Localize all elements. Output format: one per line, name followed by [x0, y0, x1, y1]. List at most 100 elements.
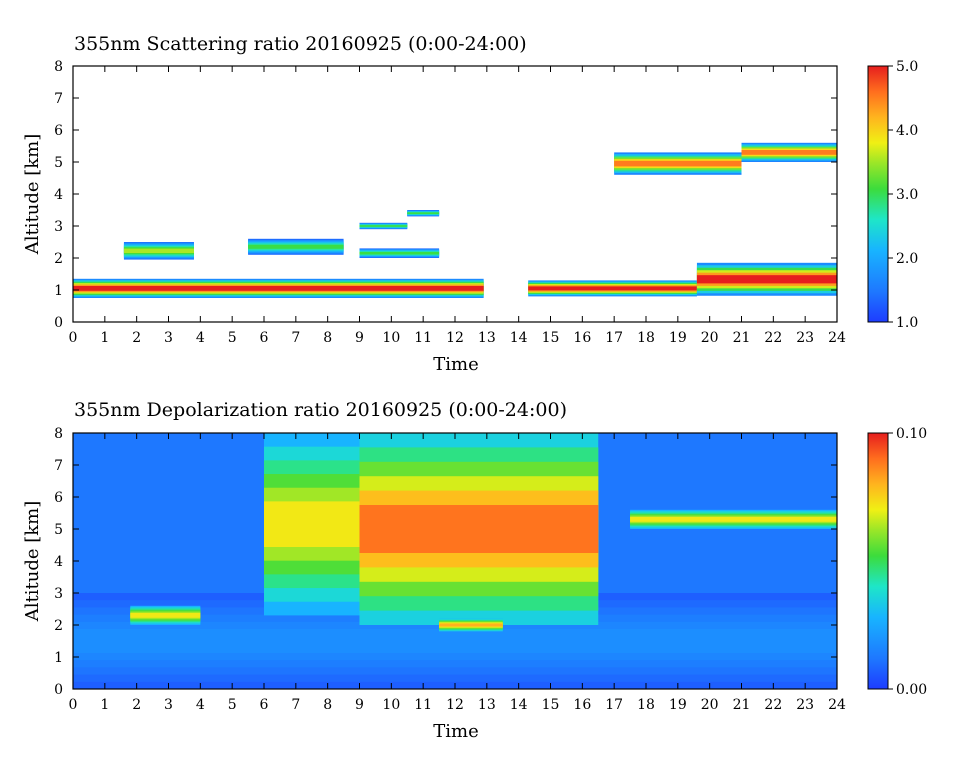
y-tick-label: 8: [54, 59, 63, 75]
y-tick-label: 5: [54, 155, 63, 171]
x-tick-label: 17: [605, 330, 623, 346]
x-tick-label: 17: [605, 697, 623, 713]
x-tick-label: 19: [669, 330, 687, 346]
colorbar-tick-label: 5.0: [896, 59, 918, 75]
x-tick-label: 9: [355, 697, 364, 713]
x-tick-label: 14: [510, 330, 528, 346]
heatmap-field: [73, 142, 837, 298]
x-tick-label: 3: [164, 330, 173, 346]
x-tick-label: 14: [510, 697, 528, 713]
x-tick-label: 1: [100, 697, 109, 713]
heatmap-band: [741, 150, 837, 155]
heatmap-band: [73, 629, 837, 653]
y-tick-label: 5: [54, 522, 63, 538]
y-axis-label: Altitude [km]: [22, 134, 43, 256]
colorbar-ticks: 0.00 0.10: [888, 426, 927, 698]
x-tick-label: 16: [573, 330, 591, 346]
x-tick-label: 6: [260, 697, 269, 713]
colorbar-tick-label: 0.00: [896, 682, 927, 698]
y-tick-label: 6: [54, 490, 63, 506]
colorbar-tick-label: 4.0: [896, 123, 918, 139]
x-axis-label: Time: [433, 354, 478, 375]
x-tick-label: 22: [764, 330, 782, 346]
colorbar-tick-label: 1.0: [896, 315, 918, 331]
x-tick-label: 19: [669, 697, 687, 713]
y-tick-label: 7: [54, 458, 63, 474]
colorbar-ticks: 1.0 2.0 3.0 4.0 5.0: [888, 59, 918, 331]
y-tick-label: 0: [54, 682, 63, 698]
heatmap-band: [614, 160, 742, 167]
y-axis-label: Altitude [km]: [22, 501, 43, 623]
heatmap-band: [130, 613, 201, 618]
heatmap-band: [528, 286, 697, 291]
x-tick-label: 4: [196, 330, 205, 346]
heatmap-band: [439, 623, 503, 627]
y-tick-label: 1: [54, 283, 63, 299]
x-tick-label: 10: [382, 330, 400, 346]
x-tick-label: 11: [414, 330, 432, 346]
x-tick-label: 18: [637, 697, 655, 713]
colorbar-tick-label: 0.10: [896, 426, 927, 442]
heatmap-band: [248, 244, 344, 249]
heatmap-band: [264, 501, 360, 547]
y-tick-label: 6: [54, 123, 63, 139]
axes: 0 1 2 3 4 5 6 7 8 9 10 11 12 13 14 15 16 17 18 19 20 21 22 23 24…: [54, 426, 846, 713]
x-tick-label: 13: [478, 697, 496, 713]
x-tick-label: 4: [196, 697, 205, 713]
y-tick-label: 3: [54, 219, 63, 235]
x-tick-label: 5: [228, 330, 237, 346]
colorbar-tick-label: 3.0: [896, 187, 918, 203]
x-tick-label: 1: [100, 330, 109, 346]
y-tick-label: 4: [54, 554, 63, 570]
heatmap-band: [359, 505, 599, 553]
heatmap-band: [696, 275, 837, 284]
x-tick-label: 23: [796, 697, 814, 713]
y-tick-label: 0: [54, 315, 63, 331]
depolarization-ratio-panel: 355nm Depolarization ratio 20160925 (0:0…: [22, 399, 927, 742]
x-tick-label: 15: [542, 330, 560, 346]
x-tick-label: 7: [291, 330, 300, 346]
x-tick-label: 15: [542, 697, 560, 713]
x-tick-label: 20: [701, 697, 719, 713]
x-tick-label: 10: [382, 697, 400, 713]
x-tick-label: 24: [828, 330, 846, 346]
x-tick-label: 12: [446, 697, 464, 713]
colorbar-tick-label: 2.0: [896, 251, 918, 267]
x-tick-label: 18: [637, 330, 655, 346]
y-tick-label: 4: [54, 187, 63, 203]
colorbar: [867, 65, 889, 323]
y-tick-label: 2: [54, 251, 63, 267]
x-tick-label: 3: [164, 697, 173, 713]
x-tick-label: 2: [132, 697, 141, 713]
x-tick-label: 6: [260, 330, 269, 346]
x-axis-label: Time: [433, 721, 478, 742]
x-tick-label: 22: [764, 697, 782, 713]
x-tick-label: 13: [478, 330, 496, 346]
heatmap-band: [73, 286, 484, 291]
chart-title: 355nm Depolarization ratio 20160925 (0:0…: [74, 399, 567, 421]
x-tick-label: 21: [733, 697, 751, 713]
x-tick-label: 11: [414, 697, 432, 713]
heatmap-band: [359, 252, 440, 255]
heatmap-band: [359, 225, 408, 227]
y-tick-label: 8: [54, 426, 63, 442]
x-tick-label: 0: [69, 330, 78, 346]
y-tick-label: 1: [54, 650, 63, 666]
scattering-ratio-panel: 355nm Scattering ratio 20160925 (0:00-24…: [22, 33, 918, 375]
heatmap-band: [407, 212, 440, 214]
heatmap-band: [123, 248, 194, 253]
heatmap-field: [73, 433, 837, 689]
y-tick-label: 7: [54, 91, 63, 107]
x-tick-label: 8: [323, 697, 332, 713]
y-tick-label: 3: [54, 586, 63, 602]
y-tick-label: 2: [54, 618, 63, 634]
x-tick-label: 12: [446, 330, 464, 346]
x-tick-label: 2: [132, 330, 141, 346]
x-tick-label: 0: [69, 697, 78, 713]
heatmap-band: [630, 517, 837, 522]
axes: 0 1 2 3 4 5 6 7 8 9 10 11 12 13 14 15 16 17 18 19 20 21 22 23 24…: [54, 59, 846, 346]
x-tick-label: 16: [573, 697, 591, 713]
x-tick-label: 7: [291, 697, 300, 713]
